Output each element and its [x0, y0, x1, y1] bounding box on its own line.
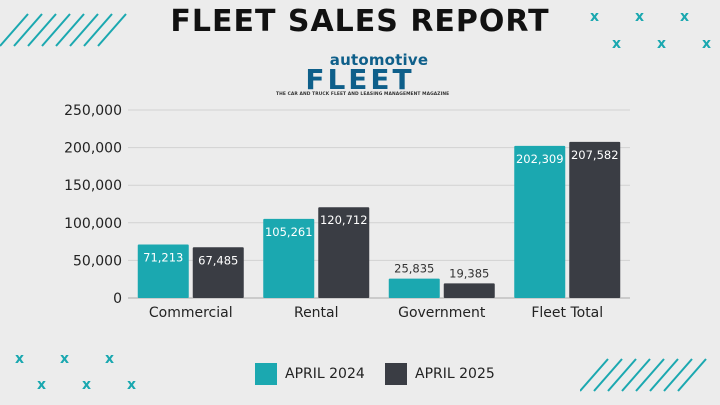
logo-main-text: FLEET [305, 63, 415, 96]
bar [318, 207, 370, 298]
logo-top-text: automotive [329, 51, 429, 69]
y-tick-label: 0 [113, 291, 122, 307]
x-mark-icon: x [635, 9, 645, 25]
bar [443, 283, 495, 298]
x-mark-icon: x [612, 36, 622, 52]
y-tick-label: 250,000 [64, 103, 122, 119]
bar-data-label: 105,261 [265, 225, 313, 239]
x-category-label: Fleet Total [531, 305, 603, 321]
y-tick-label: 50,000 [73, 253, 122, 269]
y-tick-label: 100,000 [64, 216, 122, 232]
y-tick-label: 200,000 [64, 141, 122, 157]
bar [263, 218, 315, 298]
y-tick-label: 150,000 [64, 178, 122, 194]
bar-data-label: 19,385 [449, 266, 489, 280]
x-mark-icon: x [127, 377, 137, 393]
bar-data-label: 207,582 [571, 148, 619, 162]
legend-swatch-april-2024 [255, 363, 277, 385]
x-category-label: Commercial [149, 305, 233, 321]
bar-data-label: 120,712 [320, 213, 368, 227]
x-mark-icon: x [60, 351, 70, 367]
x-mark-icon: x [680, 9, 690, 25]
legend-label-april-2024: APRIL 2024 [285, 366, 365, 382]
logo-tagline: THE CAR AND TRUCK FLEET AND LEASING MANA… [276, 92, 450, 97]
x-mark-icon: x [82, 377, 92, 393]
x-mark-icon: x [702, 36, 712, 52]
bar-data-label: 71,213 [143, 250, 183, 264]
x-category-label: Rental [294, 305, 339, 321]
bar-data-label: 202,309 [516, 152, 564, 166]
bar [137, 244, 189, 298]
bar [569, 141, 621, 298]
automotive-fleet-logo: automotive FLEET THE CAR AND TRUCK FLEET… [276, 51, 450, 100]
x-mark-icon: x [657, 36, 667, 52]
x-mark-icon: x [105, 351, 115, 367]
bar [192, 247, 244, 298]
x-mark-icon: x [590, 9, 600, 25]
x-category-label: Government [398, 305, 486, 321]
legend-label-april-2025: APRIL 2025 [415, 366, 495, 382]
page-title: FLEET SALES REPORT [170, 4, 550, 39]
legend-swatch-april-2025 [385, 363, 407, 385]
bar [514, 145, 566, 298]
bar-data-label: 67,485 [198, 253, 238, 267]
stripes-bottom-right-icon [580, 358, 707, 392]
stripes-top-left-icon [0, 13, 127, 47]
bar-data-label: 25,835 [394, 262, 434, 276]
x-mark-icon: x [37, 377, 47, 393]
x-mark-icon: x [15, 351, 25, 367]
bar [388, 278, 440, 298]
